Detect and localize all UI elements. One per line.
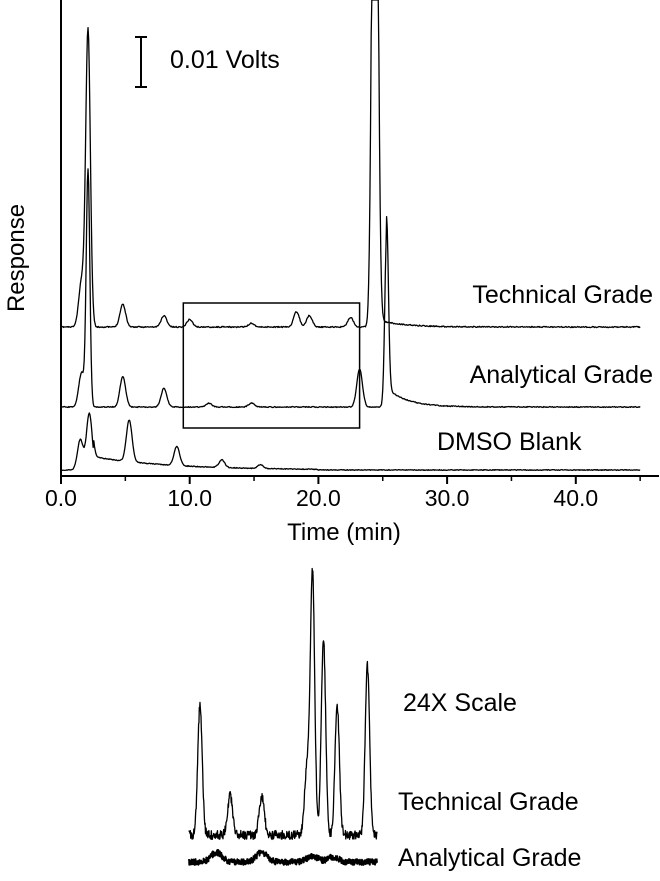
scale-bar: 0.01 Volts [135,36,280,88]
series-analytical-grade-line [60,168,641,409]
inset-series-analytical-grade-line [188,848,378,866]
zoom-region-box [182,302,361,429]
x-tick-label-0: 0.0 [45,485,77,511]
series-label-dmso-blank: DMSO Blank [437,428,582,456]
x-axis-title: Time (min) [287,519,401,546]
inset-label-analytical-grade: Analytical Grade [398,844,581,872]
x-tick-label-4: 40.0 [553,485,598,511]
main-chart: 0.0 10.0 20.0 30.0 40.0 Response Time (min) … [3,0,659,546]
x-tick-label-2: 20.0 [296,485,341,511]
inset-label-technical-grade: Technical Grade [398,788,579,816]
inset-scale-label: 24X Scale [403,689,517,717]
y-axis-title: Response [3,204,30,312]
series-technical-grade-line [60,0,641,329]
inset-chart: 24X Scale Technical Grade Analytical Gra… [188,567,581,872]
series-label-technical-grade: Technical Grade [472,281,653,309]
x-tick-label-3: 30.0 [425,485,470,511]
x-tick-label-1: 10.0 [167,485,212,511]
series-dmso-blank-line [60,412,641,472]
x-axis-ticks: 0.0 10.0 20.0 30.0 40.0 [45,476,641,511]
inset-series-technical-grade-line [188,567,378,841]
series-label-analytical-grade: Analytical Grade [470,361,653,389]
scale-bar-label: 0.01 Volts [170,46,280,74]
